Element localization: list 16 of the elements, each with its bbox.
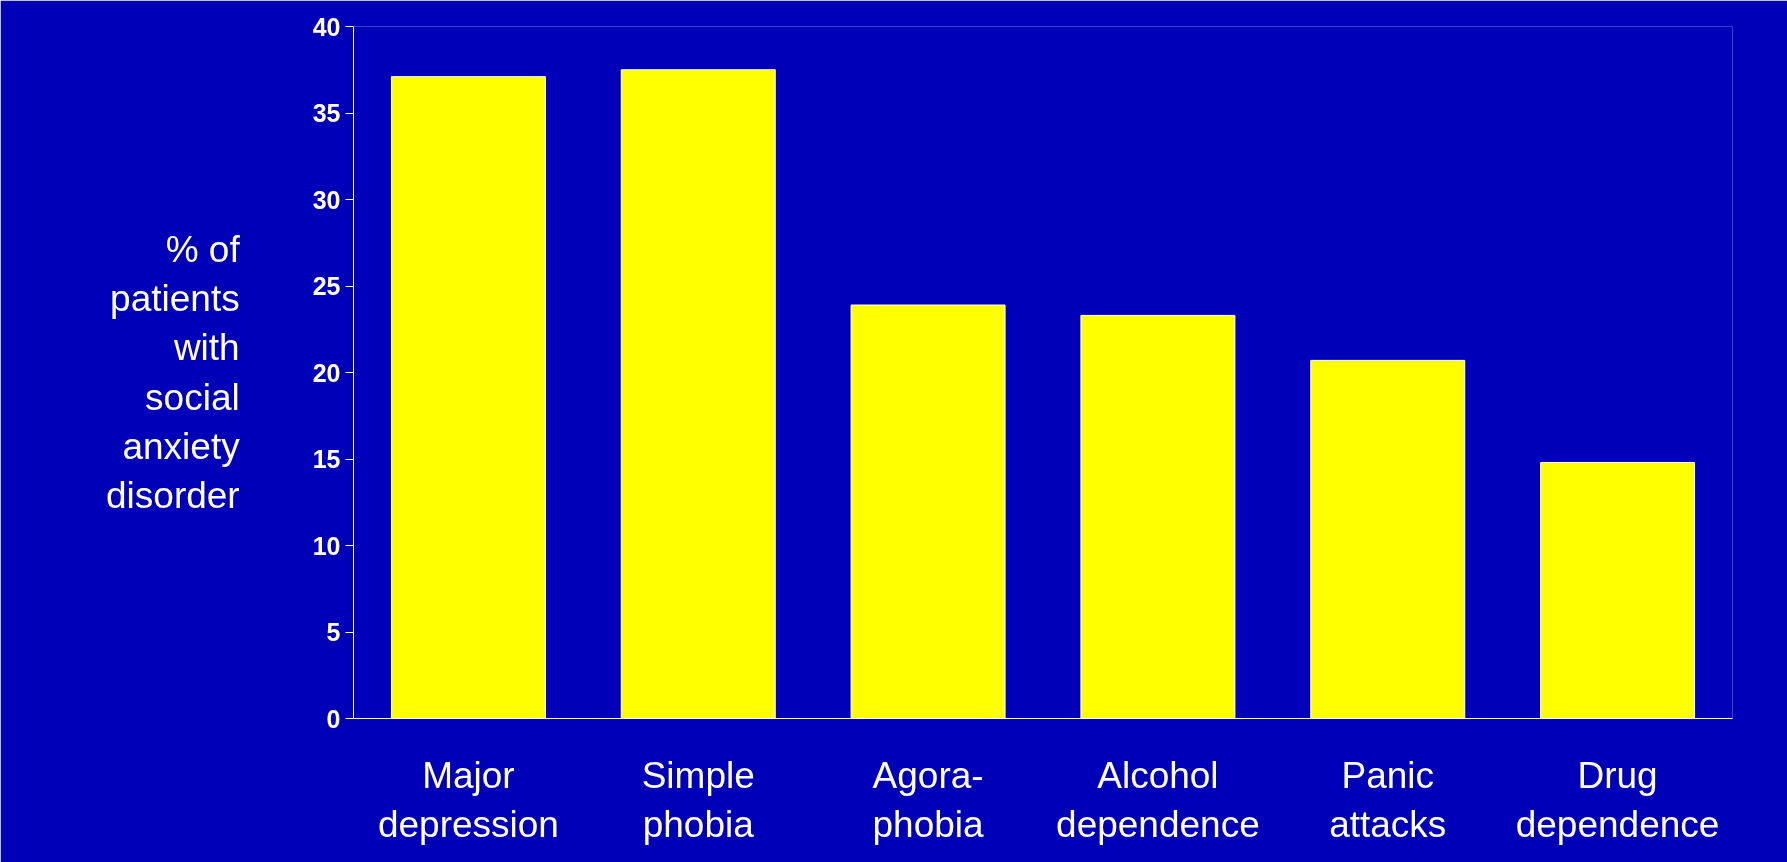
- y-tick-label: 25: [312, 272, 341, 300]
- y-tick-label: 35: [312, 99, 341, 127]
- y-tick-label: 0: [326, 704, 341, 733]
- y-tick-label: 10: [312, 531, 341, 560]
- x-tick-label: Panic attacks: [1329, 754, 1447, 845]
- x-tick-label: Alcohol dependence: [1056, 754, 1260, 845]
- x-tick-label: Major depression: [377, 754, 559, 845]
- x-tick-label: Simple phobia: [641, 754, 755, 845]
- y-tick-label: 30: [312, 185, 341, 214]
- x-tick-label: Drug dependence: [1515, 754, 1720, 845]
- y-tick-label: 20: [312, 358, 341, 387]
- y-tick-label: 40: [312, 12, 341, 41]
- y-tick-label: 5: [326, 618, 341, 646]
- x-tick-label: Agora- phobia: [872, 754, 985, 845]
- y-axis-title: % of patients with social anxiety disorder: [106, 229, 241, 516]
- y-tick-label: 15: [312, 445, 341, 473]
